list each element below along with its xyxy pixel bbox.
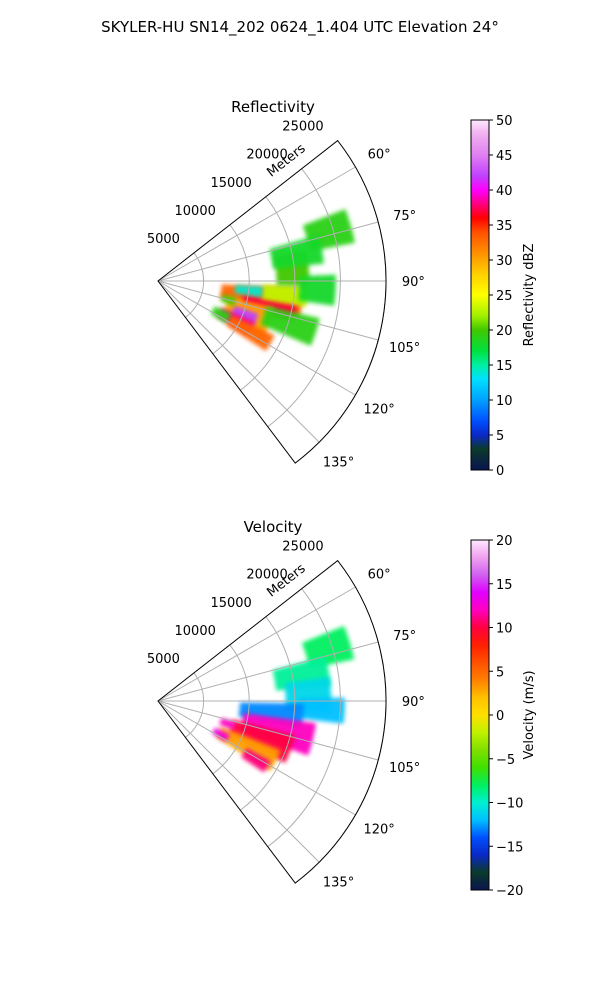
colorbar-tick-label: 0 (496, 464, 504, 479)
azimuth-gridline (157, 221, 379, 282)
azimuth-tick-label: 135° (323, 456, 354, 471)
colorbar-tick-label: −15 (496, 840, 523, 855)
colorbar-label: Reflectivity dBZ (522, 244, 537, 347)
azimuth-gridline (157, 700, 356, 816)
azimuth-tick-label: 60° (368, 147, 391, 162)
azimuth-gridline (157, 586, 356, 702)
colorbar-tick-label: −5 (496, 753, 515, 768)
colorbar-tick-label: 50 (496, 114, 513, 129)
range-ring (240, 196, 296, 391)
colorbar-tick-label: 25 (496, 289, 513, 304)
colorbar-tick-label: 20 (496, 324, 513, 339)
colorbar-tick-label: 35 (496, 219, 513, 234)
azimuth-gridline (157, 641, 379, 702)
range-ring (185, 252, 205, 318)
azimuth-tick-label: 90° (402, 275, 425, 290)
radar-echo-cell (241, 748, 271, 773)
colorbar-tick-label: 15 (496, 578, 513, 593)
radar-echo-cell (260, 306, 320, 346)
reflectivity-panel: Reflectivity 5000 10000 15000 20000 25000 60° 7… (147, 98, 537, 479)
colorbar-tick-label: 0 (496, 709, 504, 724)
colorbar-label: Velocity (m/s) (522, 670, 537, 759)
radar-echo-cell (301, 625, 355, 669)
colorbar (470, 119, 490, 471)
sector-frame (157, 139, 387, 464)
range-ring (212, 644, 250, 775)
colorbar-tick-label: −20 (496, 884, 523, 899)
azimuth-tick-label: 75° (393, 629, 416, 644)
azimuth-gridline (157, 700, 379, 761)
azimuth-tick-label: 75° (393, 209, 416, 224)
colorbar (470, 539, 490, 891)
radar-echo-cell (261, 284, 309, 308)
radar-echo-cell (211, 727, 230, 742)
range-tick-label: 15000 (210, 176, 251, 191)
colorbar-tick-label: 45 (496, 149, 513, 164)
range-tick-label: 10000 (175, 624, 216, 639)
data-layer (211, 625, 355, 773)
range-tick-label: 10000 (175, 204, 216, 219)
range-ring (185, 672, 205, 738)
colorbar-tick-label: 5 (496, 665, 504, 680)
colorbar-tick-label: 5 (496, 429, 504, 444)
range-ring (267, 168, 341, 428)
sector-frame (157, 559, 387, 884)
range-ring (240, 616, 296, 811)
range-tick-label: 20000 (246, 148, 287, 163)
azimuth-tick-label: 135° (323, 876, 354, 891)
data-layer (210, 209, 355, 352)
azimuth-gridline (157, 166, 356, 282)
range-tick-label: 15000 (210, 596, 251, 611)
azimuth-tick-label: 120° (363, 823, 394, 838)
range-tick-label: 5000 (147, 232, 180, 247)
panel-title: Velocity (244, 518, 303, 536)
range-tick-label: 5000 (147, 652, 180, 667)
range-ring (212, 224, 250, 355)
colorbar-tick-label: 30 (496, 254, 513, 269)
colorbar-tick-label: 10 (496, 622, 513, 637)
panel-title: Reflectivity (231, 98, 315, 116)
range-tick-label: 20000 (246, 568, 287, 583)
colorbar-tick-label: −10 (496, 797, 523, 812)
figure-suptitle: SKYLER-HU SN14_202 0624_1.404 UTC Elevat… (101, 18, 499, 37)
azimuth-gridline (157, 280, 379, 341)
range-tick-label: 25000 (282, 540, 323, 555)
colorbar-tick-label: 20 (496, 534, 513, 549)
azimuth-tick-label: 90° (402, 695, 425, 710)
azimuth-tick-label: 60° (368, 567, 391, 582)
azimuth-gridline (157, 280, 320, 443)
radar-echo-cell (269, 234, 324, 269)
range-ring (267, 588, 341, 848)
colorbar-tick-label: 10 (496, 394, 513, 409)
azimuth-gridline (157, 280, 356, 396)
colorbar-tick-label: 40 (496, 184, 513, 199)
velocity-panel: Velocity 5000 10000 15000 20000 25000 60° 75° 90… (147, 518, 537, 899)
radar-echo-cell (297, 274, 336, 306)
range-tick-label: 25000 (282, 120, 323, 135)
azimuth-tick-label: 105° (389, 761, 420, 776)
azimuth-tick-label: 120° (363, 403, 394, 418)
azimuth-tick-label: 105° (389, 341, 420, 356)
azimuth-gridline (157, 700, 320, 863)
colorbar-tick-label: 15 (496, 359, 513, 374)
radar-echo-cell (298, 697, 345, 724)
radar-echo-cell (210, 306, 232, 324)
